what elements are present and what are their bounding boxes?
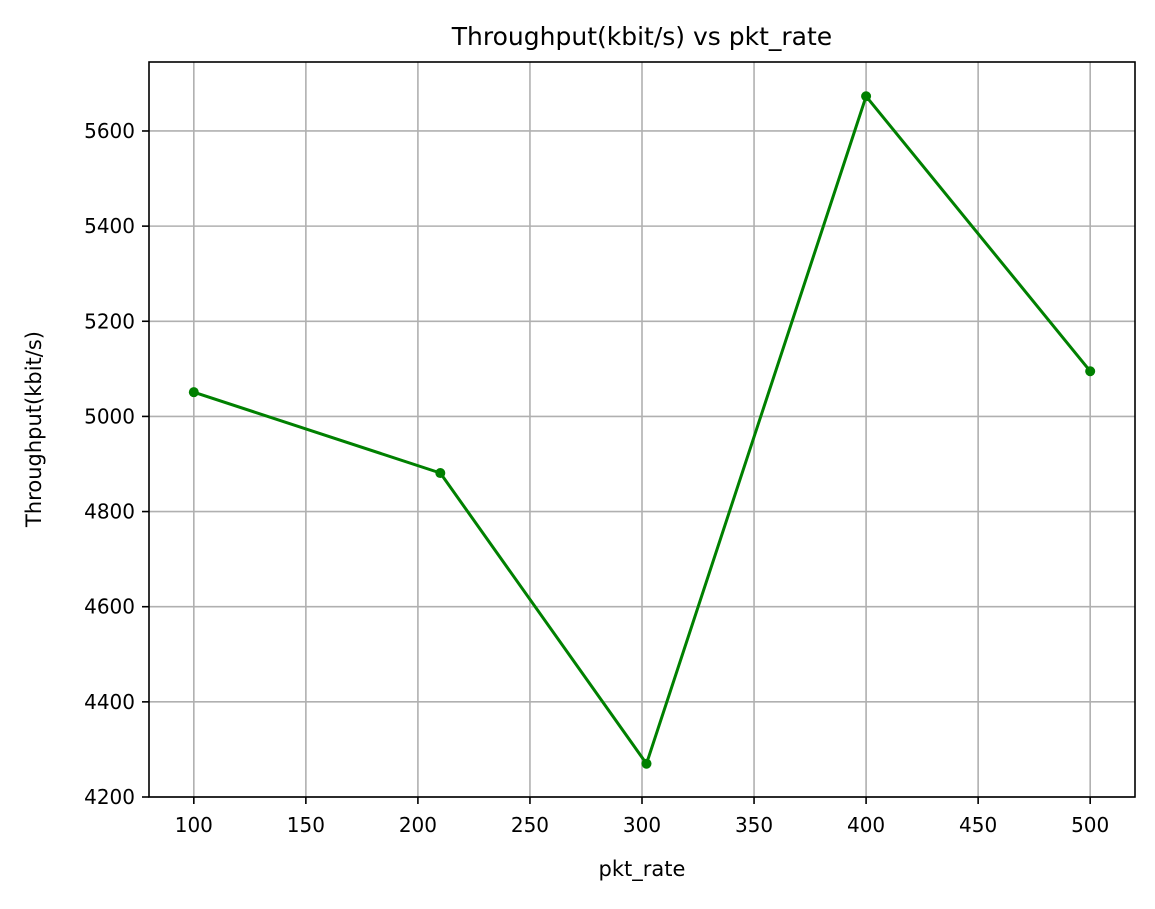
y-tick-label: 4800 [84,500,135,524]
y-axis-label: Throughput(kbit/s) [22,331,46,528]
y-tick-label: 4600 [84,595,135,619]
x-tick-label: 250 [511,813,549,837]
chart-title: Throughput(kbit/s) vs pkt_rate [451,22,832,51]
y-tick-label: 5000 [84,404,135,428]
ticks: 100 150 200 250 300 350 400 450 500 4200 4400 4600 4… [84,119,1109,837]
x-axis-label: pkt_rate [599,857,686,882]
x-tick-label: 200 [399,813,437,837]
data-point [188,387,199,398]
x-tick-label: 500 [1071,813,1109,837]
y-tick-label: 5400 [84,214,135,238]
data-point [641,758,652,769]
y-tick-label: 5600 [84,119,135,143]
data-point [435,468,446,479]
x-tick-label: 300 [623,813,661,837]
x-tick-label: 350 [735,813,773,837]
series-layer [188,91,1096,769]
x-tick-label: 450 [959,813,997,837]
y-tick-label: 4200 [84,785,135,809]
grid [149,62,1135,798]
data-point [1085,366,1096,377]
x-tick-label: 150 [287,813,325,837]
x-tick-label: 100 [175,813,213,837]
y-tick-label: 4400 [84,690,135,714]
x-tick-label: 400 [847,813,885,837]
data-point [861,91,872,102]
y-tick-label: 5200 [84,309,135,333]
